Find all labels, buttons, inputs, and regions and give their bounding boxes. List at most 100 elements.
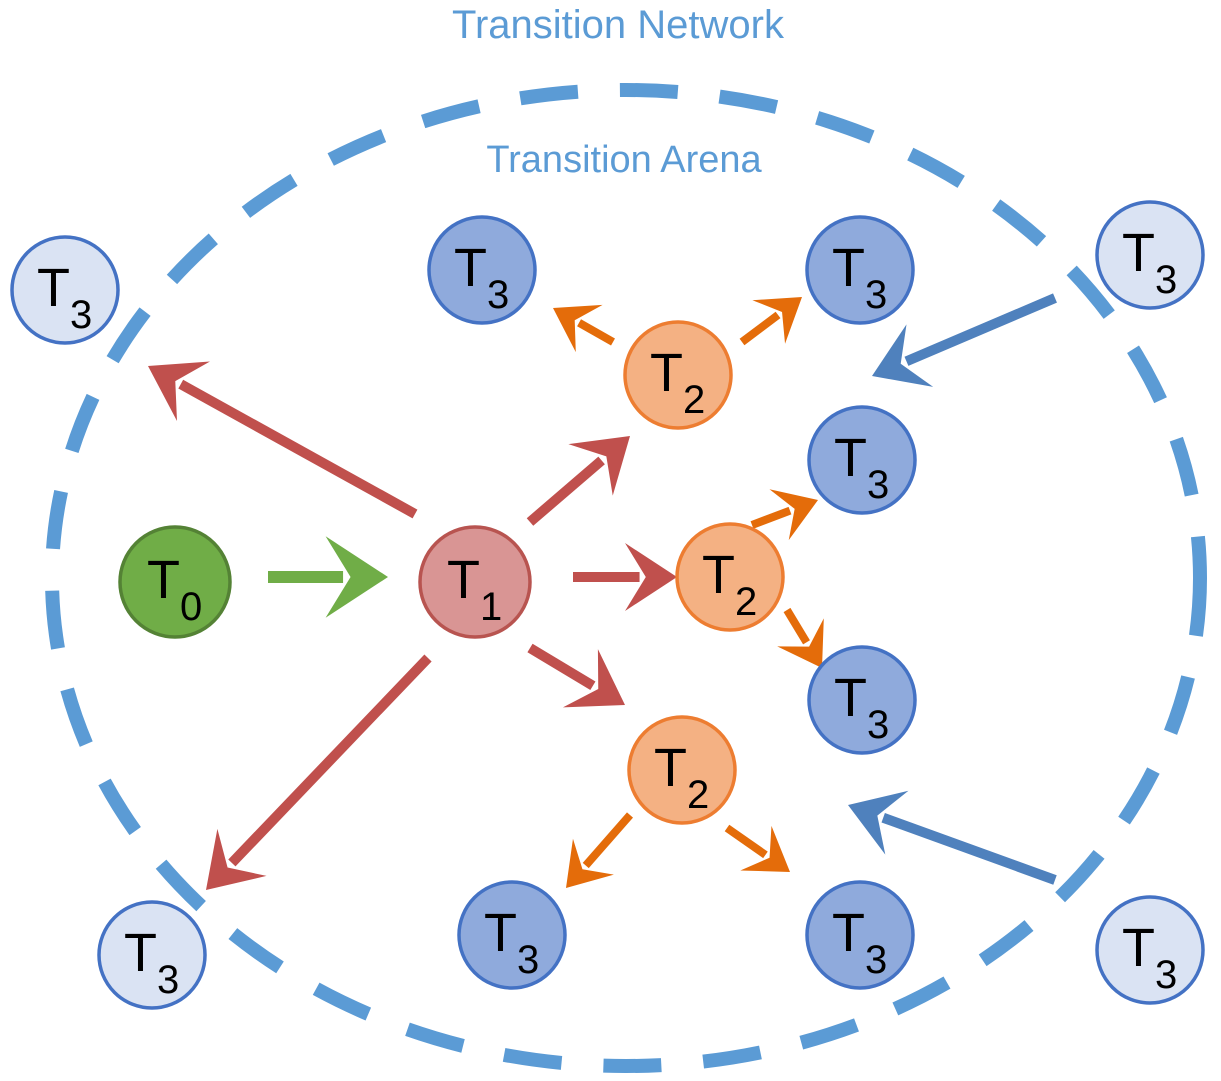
node-label: T0 <box>147 550 202 629</box>
node-label-subscript: 3 <box>865 273 887 317</box>
node-label-subscript: 3 <box>867 463 889 507</box>
arrowhead-icon <box>568 436 630 496</box>
arena-title: Transition Arena <box>486 139 762 181</box>
edge-shaft <box>582 812 634 869</box>
node-label-base: T <box>1122 223 1155 283</box>
node-label-base: T <box>124 923 157 983</box>
node-t3-out-br: T3 <box>1095 895 1205 1005</box>
node-label-subscript: 2 <box>687 773 709 817</box>
edge-t2-top-t3-b <box>739 297 802 346</box>
arrowhead-icon <box>148 361 210 421</box>
node-circle <box>97 900 207 1010</box>
node-label-base: T <box>650 343 683 403</box>
node-label: T3 <box>454 238 509 317</box>
node-t3-out-bl: T3 <box>97 900 207 1010</box>
node-circle <box>675 522 785 632</box>
edge-shaft <box>881 813 1057 885</box>
node-label: T2 <box>650 343 705 422</box>
node-t3-out-tr: T3 <box>1095 200 1205 310</box>
node-label-base: T <box>1122 918 1155 978</box>
edge-shaft <box>724 824 768 859</box>
edge-shaft <box>783 607 810 645</box>
node-label-base: T <box>654 738 687 798</box>
node-t3-a: T3 <box>427 215 537 325</box>
node-label-base: T <box>447 550 480 610</box>
edge-shaft <box>904 293 1057 366</box>
edge-t1-t2-top <box>526 436 630 526</box>
edges-layer <box>148 293 1057 890</box>
edge-t1-t2-mid <box>573 543 677 611</box>
arrowhead-icon <box>872 324 934 387</box>
node-circle <box>807 645 917 755</box>
edge-shaft <box>526 456 605 526</box>
node-label-subscript: 2 <box>683 378 705 422</box>
arrowhead-icon <box>752 297 802 344</box>
node-circle <box>457 880 567 990</box>
arrowhead-icon <box>562 649 625 708</box>
node-label: T3 <box>1122 223 1177 302</box>
node-label-base: T <box>37 258 70 318</box>
node-label-subscript: 3 <box>517 938 539 982</box>
node-label-subscript: 3 <box>1155 953 1177 997</box>
node-label-subscript: 3 <box>865 938 887 982</box>
arrowhead-icon <box>566 838 614 888</box>
node-label-base: T <box>832 903 865 963</box>
edge-shaft <box>750 506 792 529</box>
node-label-subscript: 3 <box>157 958 179 1002</box>
node-t3-d: T3 <box>807 645 917 755</box>
edge-t2-top-t3-a <box>553 304 615 353</box>
arrowhead-icon <box>740 825 790 872</box>
node-label-subscript: 0 <box>180 585 202 629</box>
node-label: T2 <box>702 545 757 624</box>
node-label-base: T <box>484 903 517 963</box>
arrowhead-icon <box>848 790 909 855</box>
network-title: Transition Network <box>452 3 785 47</box>
node-label-base: T <box>834 428 867 488</box>
edge-t1-out-tl <box>148 361 418 519</box>
edge-out-br-in <box>848 790 1057 885</box>
node-label-base: T <box>834 668 867 728</box>
node-label-subscript: 2 <box>735 580 757 624</box>
edge-t0-t1 <box>268 536 388 618</box>
node-label: T3 <box>484 903 539 982</box>
node-label: T3 <box>832 238 887 317</box>
edge-t2-bot-t3-e <box>566 812 634 888</box>
node-label: T3 <box>832 903 887 982</box>
arrowhead-icon <box>206 828 267 890</box>
node-t2-mid: T2 <box>675 522 785 632</box>
node-label: T3 <box>37 258 92 337</box>
node-label-subscript: 3 <box>1155 258 1177 302</box>
edge-t2-mid-t3-d <box>777 607 824 668</box>
arrowhead-icon <box>553 304 603 353</box>
node-label: T1 <box>447 550 502 629</box>
node-circle <box>427 215 537 325</box>
node-circle <box>805 215 915 325</box>
transition-arena-border <box>45 83 1207 1073</box>
edge-t1-t2-bot <box>527 643 625 708</box>
edge-t1-out-bl <box>206 654 432 890</box>
node-label-subscript: 3 <box>70 293 92 337</box>
node-t2-bot: T2 <box>627 715 737 825</box>
node-label-base: T <box>454 238 487 298</box>
node-circle <box>1095 895 1205 1005</box>
node-t3-b: T3 <box>805 215 915 325</box>
arrowhead-icon <box>625 543 677 611</box>
node-circle <box>418 525 532 639</box>
node-label-base: T <box>832 238 865 298</box>
edge-shaft <box>577 319 615 346</box>
node-circle <box>627 715 737 825</box>
node-label-base: T <box>147 550 180 610</box>
node-t0: T0 <box>118 525 232 639</box>
node-circle <box>1095 200 1205 310</box>
node-label: T3 <box>834 428 889 507</box>
node-label: T3 <box>124 923 179 1002</box>
node-t3-out-tl: T3 <box>10 235 120 345</box>
edge-shaft <box>178 379 418 519</box>
node-circle <box>10 235 120 345</box>
node-label: T3 <box>1122 918 1177 997</box>
arrowhead-icon <box>777 618 824 668</box>
node-label: T2 <box>654 738 709 817</box>
node-label-base: T <box>702 545 735 605</box>
